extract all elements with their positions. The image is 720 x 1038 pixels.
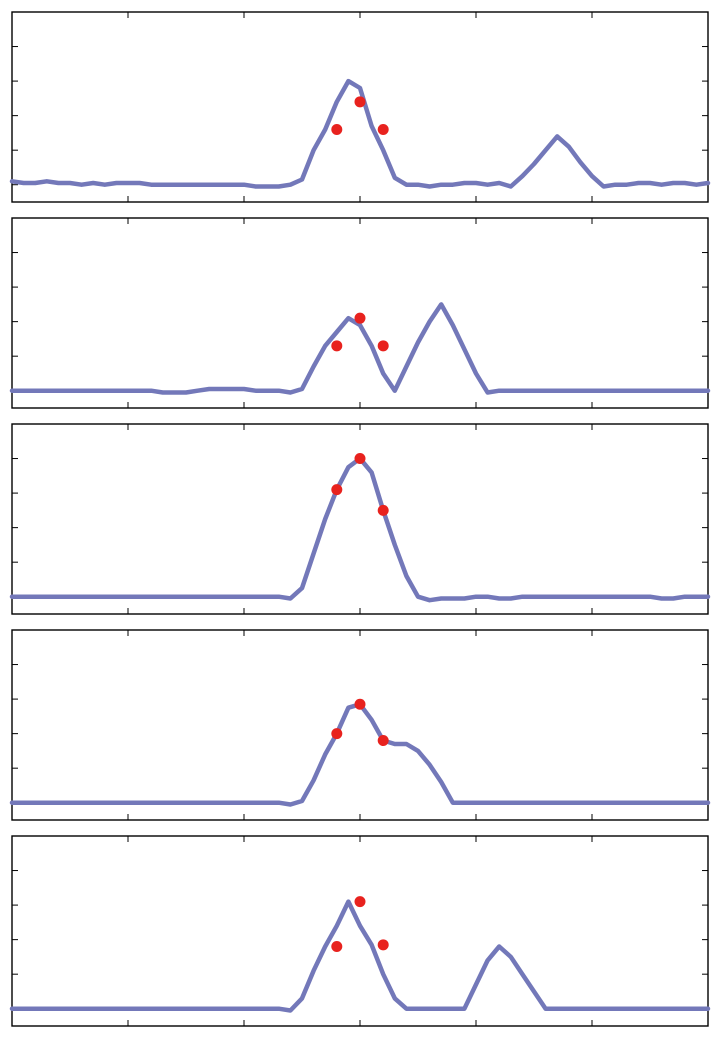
series-line-1 bbox=[9, 899, 711, 1013]
chart-3-svg bbox=[9, 423, 711, 615]
chart-panel-5 bbox=[0, 834, 720, 1028]
marker-point-1 bbox=[331, 728, 343, 740]
marker-point-2 bbox=[354, 96, 366, 108]
marker-point-1 bbox=[331, 941, 343, 953]
marker-point-3 bbox=[377, 504, 389, 516]
chart-panel-2 bbox=[0, 216, 720, 410]
marker-point-1 bbox=[331, 340, 343, 352]
plot-frame bbox=[11, 423, 709, 615]
plot-frame bbox=[11, 629, 709, 821]
marker-point-3 bbox=[377, 735, 389, 747]
marker-point-2 bbox=[354, 312, 366, 324]
chart-4-svg bbox=[9, 629, 711, 821]
chart-1-svg bbox=[9, 11, 711, 203]
series-line-1 bbox=[9, 456, 711, 603]
marker-point-3 bbox=[377, 340, 389, 352]
chart-panel-1 bbox=[0, 10, 720, 204]
series-line-1 bbox=[9, 78, 711, 189]
marker-point-3 bbox=[377, 123, 389, 135]
marker-point-1 bbox=[331, 484, 343, 496]
marker-point-2 bbox=[354, 896, 366, 908]
series-line-1 bbox=[9, 702, 711, 807]
marker-point-1 bbox=[331, 123, 343, 135]
marker-point-2 bbox=[354, 698, 366, 710]
marker-point-3 bbox=[377, 939, 389, 951]
marker-point-2 bbox=[354, 453, 366, 465]
chart-5-svg bbox=[9, 835, 711, 1027]
series-line-1 bbox=[9, 302, 711, 395]
chart-panel-4 bbox=[0, 628, 720, 822]
plot-frame bbox=[11, 835, 709, 1027]
chart-panel-3 bbox=[0, 422, 720, 616]
chart-2-svg bbox=[9, 217, 711, 409]
